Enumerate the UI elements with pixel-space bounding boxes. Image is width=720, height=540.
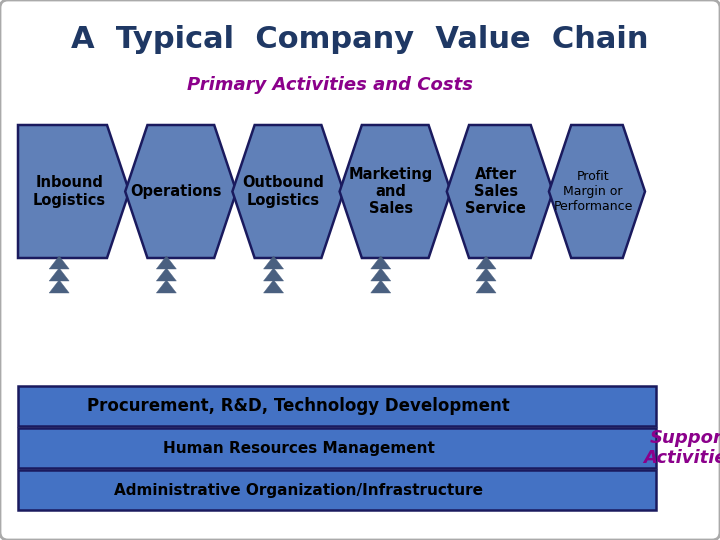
Polygon shape xyxy=(233,125,343,258)
Polygon shape xyxy=(18,125,130,258)
Polygon shape xyxy=(49,280,69,293)
Text: After
Sales
Service: After Sales Service xyxy=(465,167,526,217)
Text: Primary Activities and Costs: Primary Activities and Costs xyxy=(187,76,473,94)
Polygon shape xyxy=(156,256,176,269)
FancyBboxPatch shape xyxy=(18,386,656,426)
Polygon shape xyxy=(264,280,284,293)
FancyBboxPatch shape xyxy=(18,428,656,468)
Polygon shape xyxy=(447,125,553,258)
Polygon shape xyxy=(340,125,451,258)
Polygon shape xyxy=(156,268,176,281)
Text: Operations: Operations xyxy=(130,184,222,199)
Text: Profit
Margin or
Performance: Profit Margin or Performance xyxy=(554,170,633,213)
Polygon shape xyxy=(264,268,284,281)
Text: Marketing
and
Sales: Marketing and Sales xyxy=(348,167,433,217)
Polygon shape xyxy=(49,268,69,281)
Text: A  Typical  Company  Value  Chain: A Typical Company Value Chain xyxy=(71,25,649,55)
Text: Human Resources Management: Human Resources Management xyxy=(163,441,435,456)
Text: Support
Activities: Support Activities xyxy=(643,429,720,468)
Polygon shape xyxy=(476,280,496,293)
Text: Administrative Organization/Infrastructure: Administrative Organization/Infrastructu… xyxy=(114,483,483,497)
Polygon shape xyxy=(264,256,284,269)
Text: Outbound
Logistics: Outbound Logistics xyxy=(243,176,325,208)
Polygon shape xyxy=(476,256,496,269)
Polygon shape xyxy=(549,125,645,258)
Polygon shape xyxy=(125,125,236,258)
Polygon shape xyxy=(371,268,391,281)
Polygon shape xyxy=(371,256,391,269)
FancyBboxPatch shape xyxy=(18,470,656,510)
Polygon shape xyxy=(476,268,496,281)
Polygon shape xyxy=(49,256,69,269)
Polygon shape xyxy=(156,280,176,293)
Text: Procurement, R&D, Technology Development: Procurement, R&D, Technology Development xyxy=(87,397,510,415)
Text: Inbound
Logistics: Inbound Logistics xyxy=(32,176,106,208)
Polygon shape xyxy=(371,280,391,293)
